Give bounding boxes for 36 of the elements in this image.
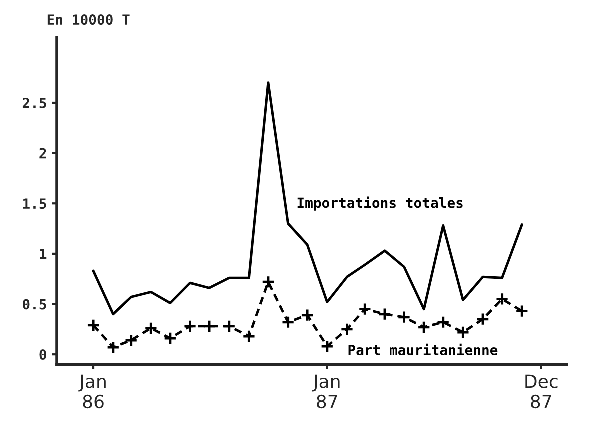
point — [397, 310, 412, 324]
point — [436, 316, 450, 330]
point — [202, 320, 216, 334]
point — [183, 320, 198, 334]
point — [164, 332, 178, 346]
y-tick-label: 1 — [40, 249, 47, 260]
point — [378, 308, 392, 322]
point — [281, 316, 296, 330]
y-tick-label: 0.5 — [23, 299, 46, 310]
point — [222, 320, 236, 334]
point — [124, 334, 138, 348]
point — [320, 340, 334, 354]
series-label: Part mauritanienne — [348, 344, 498, 356]
x-tick-label: Jan 87 — [312, 374, 340, 409]
x-tick-label: Dec 87 — [526, 374, 558, 409]
point — [456, 326, 470, 340]
point — [300, 308, 314, 322]
y-tick-label: 2 — [40, 148, 46, 159]
x-tick-label: Jan 86 — [78, 374, 106, 409]
point — [476, 312, 490, 326]
point — [242, 330, 256, 344]
point — [86, 318, 100, 332]
point — [144, 322, 158, 336]
y-tick-label: 0 — [40, 350, 46, 360]
point — [358, 302, 372, 316]
point — [106, 340, 120, 354]
y-tick-label: 2.5 — [22, 98, 46, 108]
line-series — [92, 82, 524, 316]
y-tick-label: 1.5 — [23, 198, 46, 210]
point — [417, 320, 431, 334]
series-label: Importations totales — [298, 196, 463, 211]
point — [262, 275, 276, 289]
point — [515, 304, 529, 318]
y-axis-title: En 10000 T — [48, 14, 130, 26]
point — [495, 292, 510, 306]
point — [340, 322, 354, 336]
